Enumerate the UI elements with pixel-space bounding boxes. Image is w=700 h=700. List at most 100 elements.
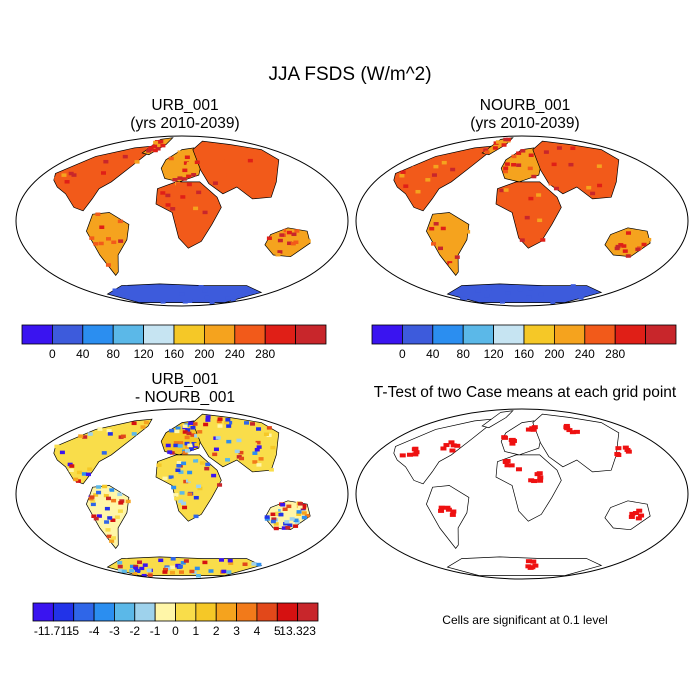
grid-cell: [226, 424, 232, 428]
colorbar-swatch: [523, 324, 555, 345]
region-africa: [155, 181, 222, 249]
significant-cell: [531, 479, 538, 484]
grid-cell: [625, 231, 631, 235]
grid-cell: [193, 459, 199, 463]
colorbar-tick-label: 13.323: [279, 624, 316, 638]
grid-cell: [101, 451, 107, 455]
significant-cell: [614, 451, 621, 456]
colorbar-tick-label: 5: [274, 624, 281, 638]
grid-cell: [87, 467, 93, 471]
grid-cell: [465, 230, 471, 234]
grid-cell: [205, 415, 211, 419]
colorbar-swatch: [295, 324, 327, 345]
grid-cell: [171, 485, 177, 490]
grid-cell: [518, 286, 524, 291]
colorbar-tick-label: 280: [255, 347, 275, 361]
map-border: [355, 408, 689, 580]
grid-cell: [217, 417, 223, 421]
grid-cell: [225, 458, 231, 462]
significant-cell: [534, 472, 541, 477]
region-africa: [155, 454, 222, 522]
grid-cell: [104, 490, 110, 495]
grid-cell: [296, 510, 302, 514]
grid-cell: [182, 300, 188, 304]
grid-cell: [177, 150, 183, 154]
grid-cell: [528, 196, 534, 201]
grid-cell: [252, 451, 258, 455]
grid-cell: [548, 181, 554, 186]
grid-cell: [266, 236, 272, 240]
grid-cell: [167, 450, 173, 454]
grid-cell: [293, 524, 299, 528]
grid-cell: [194, 434, 200, 438]
grid-cell: [264, 515, 270, 519]
grid-cell: [208, 569, 214, 573]
grid-cell: [87, 432, 93, 436]
grid-cell: [505, 291, 511, 295]
grid-cell: [251, 562, 257, 566]
map-panel-2: [355, 135, 689, 307]
grid-cell: [277, 250, 283, 254]
grid-cell: [163, 567, 169, 572]
grid-cell: [205, 418, 211, 422]
grid-cell: [501, 143, 507, 147]
grid-cell: [287, 241, 293, 246]
grid-cell: [156, 463, 162, 467]
grid-cell: [224, 420, 230, 425]
grid-cell: [186, 431, 192, 436]
grid-cell: [204, 466, 210, 471]
grid-cell: [293, 518, 299, 523]
grid-cell: [131, 432, 137, 436]
colorbar-swatch: [276, 602, 299, 622]
grid-cell: [287, 523, 293, 528]
grid-cell: [483, 148, 489, 152]
colorbar-tick-label: -1: [150, 624, 161, 638]
grid-cell: [298, 502, 304, 506]
significant-cell: [529, 426, 536, 431]
significant-cell: [454, 443, 461, 448]
grid-cell: [441, 160, 447, 165]
colorbar-swatch: [154, 602, 176, 622]
grid-cell: [107, 432, 113, 436]
grid-cell: [96, 490, 102, 495]
grid-cell: [175, 426, 181, 431]
grid-cell: [105, 263, 111, 267]
grid-cell: [105, 237, 111, 241]
grid-cell: [256, 562, 262, 567]
grid-cell: [505, 137, 511, 142]
colorbar-swatch: [32, 602, 54, 622]
grid-cell: [217, 424, 223, 428]
grid-cell: [137, 560, 143, 564]
colorbar-swatch: [645, 324, 677, 345]
grid-cell: [499, 188, 505, 193]
colorbar-tick-label: -3: [109, 624, 120, 638]
grid-cell: [209, 301, 215, 305]
grid-cell: [61, 173, 67, 177]
grid-cell: [492, 146, 498, 150]
grid-cell: [117, 509, 123, 513]
grid-cell: [258, 457, 264, 461]
significant-cell: [525, 559, 532, 564]
colorbar-tick-label: 200: [194, 347, 214, 361]
grid-cell: [170, 207, 176, 211]
significant-cell: [440, 446, 447, 451]
grid-cell: [122, 154, 128, 159]
grid-cell: [495, 140, 501, 144]
grid-cell: [85, 472, 91, 477]
grid-cell: [183, 479, 189, 484]
grid-cell: [171, 445, 177, 449]
significant-cell: [615, 446, 622, 451]
grid-cell: [179, 491, 185, 495]
grid-cell: [190, 425, 196, 430]
map-panel-1: [15, 135, 349, 307]
grid-cell: [140, 570, 146, 574]
grid-cell: [203, 422, 209, 427]
colorbar-tick-label: 240: [225, 347, 245, 361]
grid-cell: [71, 173, 77, 177]
grid-cell: [182, 168, 188, 173]
region-south-america: [86, 212, 130, 276]
grid-cell: [622, 249, 628, 253]
significant-cell: [569, 430, 576, 435]
colorbar-tick-label: 2: [213, 624, 220, 638]
grid-cell: [250, 422, 256, 426]
